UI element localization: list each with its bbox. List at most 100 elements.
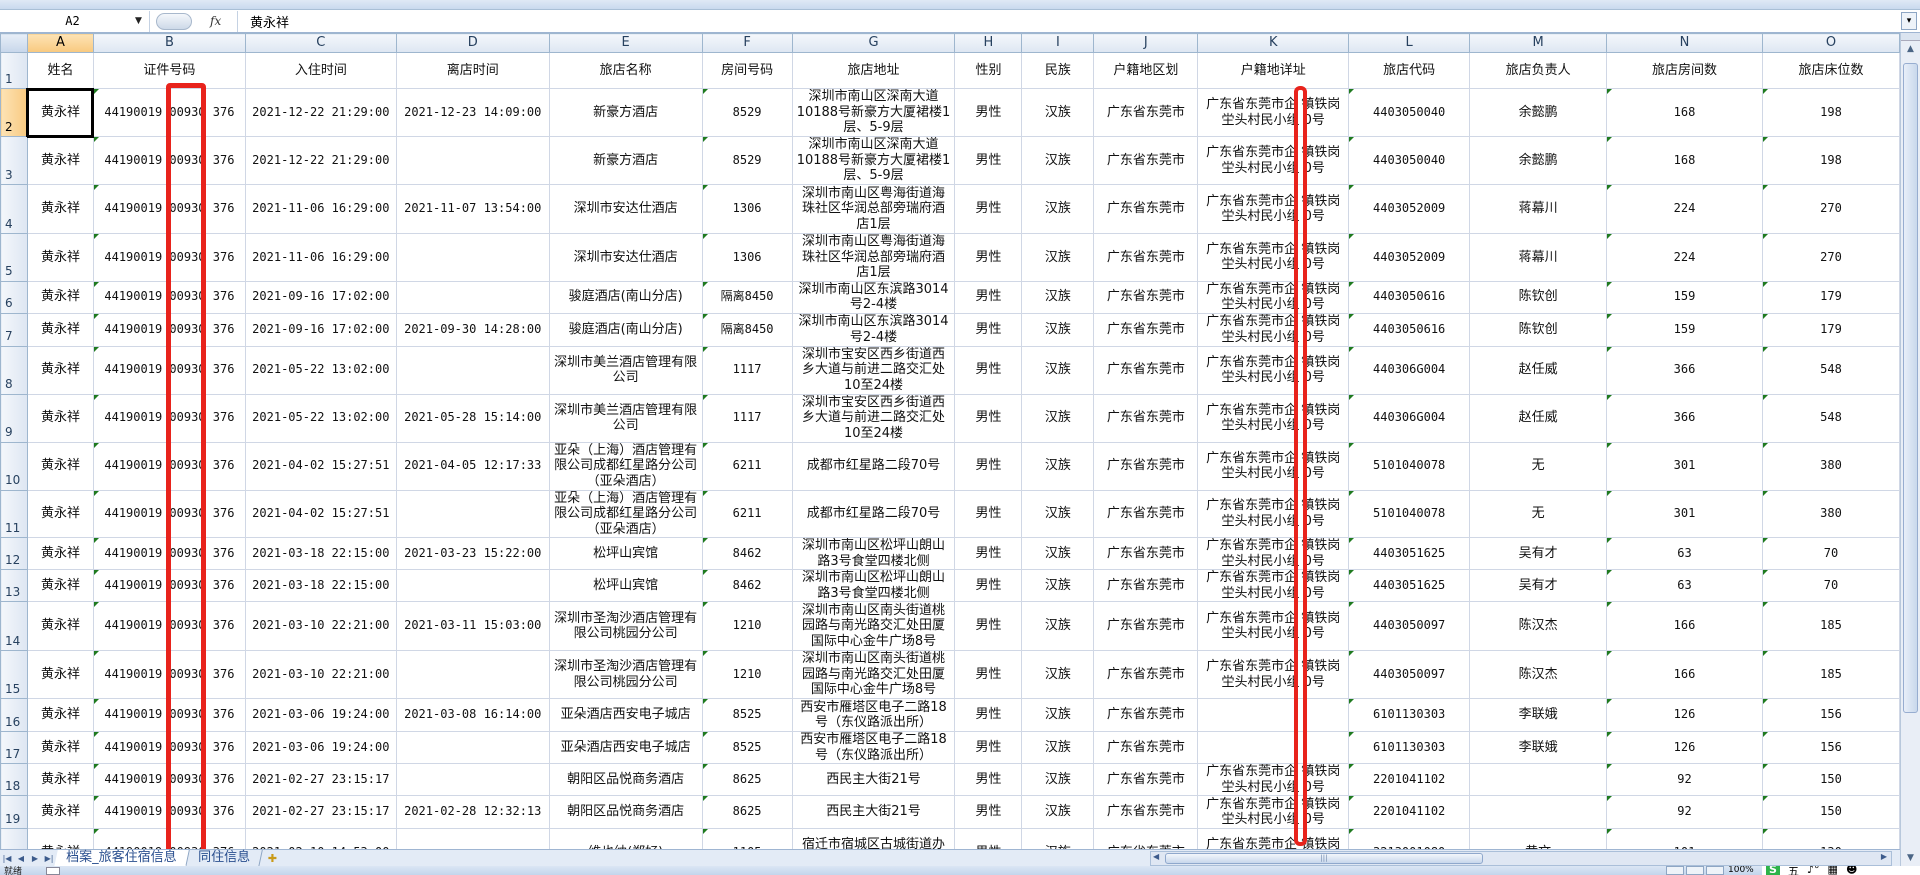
cell-m3[interactable]: 余懿鹏: [1469, 136, 1608, 185]
column-title-c[interactable]: 入住时间: [244, 52, 397, 89]
expand-formula-bar-button[interactable]: ▾: [1901, 12, 1917, 30]
column-header-d[interactable]: D: [395, 33, 550, 53]
cell-j6[interactable]: 广东省东莞市: [1093, 280, 1199, 314]
cell-o15[interactable]: 185: [1761, 650, 1900, 699]
cell-a17[interactable]: 黄永祥: [26, 731, 94, 764]
cell-e7[interactable]: 骏庭酒店(南山分店): [548, 312, 703, 347]
cell-a19[interactable]: 黄永祥: [26, 795, 94, 829]
cell-n17[interactable]: 126: [1606, 731, 1763, 764]
cell-o16[interactable]: 156: [1761, 698, 1900, 732]
cell-m19[interactable]: [1469, 795, 1608, 829]
cell-i9[interactable]: 汉族: [1021, 393, 1095, 443]
cell-e10[interactable]: 亚朵（上海）酒店管理有限公司成都红星路分公司（亚朵酒店）: [548, 441, 703, 491]
cell-o20[interactable]: 130: [1761, 828, 1900, 849]
cell-d2[interactable]: 2021-12-23 14:09:00: [395, 88, 550, 137]
cell-k3[interactable]: 广东省东莞市企 镇铁岗坣头村民小组 0号: [1197, 136, 1350, 185]
cell-l8[interactable]: 440306G004: [1348, 345, 1471, 395]
horizontal-scroll-thumb[interactable]: |||: [1165, 853, 1483, 864]
cell-m4[interactable]: 蒋幕川: [1469, 184, 1608, 234]
page-layout-view-icon[interactable]: [1686, 866, 1704, 875]
cell-f6[interactable]: 隔离8450: [701, 280, 793, 314]
cell-f20[interactable]: 1105: [701, 828, 793, 849]
cell-n18[interactable]: 92: [1606, 763, 1763, 796]
cell-c4[interactable]: 2021-11-06 16:29:00: [244, 184, 397, 234]
sogou-ime-icon[interactable]: S: [1766, 866, 1780, 875]
cell-k14[interactable]: 广东省东莞市企 镇铁岗坣头村民小组 0号: [1197, 601, 1350, 651]
column-header-o[interactable]: O: [1761, 33, 1900, 53]
vertical-scroll-thumb[interactable]: [1903, 63, 1918, 713]
cell-m15[interactable]: 陈汉杰: [1469, 650, 1608, 699]
cell-f13[interactable]: 8462: [701, 569, 793, 602]
cell-a8[interactable]: 黄永祥: [26, 345, 94, 395]
column-title-h[interactable]: 性别: [954, 52, 1023, 89]
cell-l9[interactable]: 440306G004: [1348, 393, 1471, 443]
cell-h17[interactable]: 男性: [954, 731, 1023, 764]
row-header-14[interactable]: 14: [0, 601, 28, 651]
cell-g6[interactable]: 深圳市南山区东滨路3014号2-4楼: [791, 280, 956, 314]
cell-o13[interactable]: 70: [1761, 569, 1900, 602]
cell-a12[interactable]: 黄永祥: [26, 537, 94, 570]
cell-o9[interactable]: 548: [1761, 393, 1900, 443]
cell-a9[interactable]: 黄永祥: [26, 393, 94, 443]
column-header-e[interactable]: E: [548, 33, 703, 53]
cell-f14[interactable]: 1210: [701, 601, 793, 651]
column-header-h[interactable]: H: [954, 33, 1023, 53]
cell-b15[interactable]: 44190019 00930 376: [92, 650, 246, 699]
cell-e6[interactable]: 骏庭酒店(南山分店): [548, 280, 703, 314]
cell-f12[interactable]: 8462: [701, 537, 793, 570]
cell-m14[interactable]: 陈汉杰: [1469, 601, 1608, 651]
cell-g20[interactable]: 宿迁市宿城区古城街道办公大楼（地上北一层…: [791, 828, 956, 849]
cell-e3[interactable]: 新豪方酒店: [548, 136, 703, 185]
cell-k18[interactable]: 广东省东莞市企 镇铁岗坣头村民小组 0号: [1197, 763, 1350, 796]
cell-d5[interactable]: [395, 233, 550, 282]
row-header-3[interactable]: 3: [0, 136, 28, 185]
cell-f5[interactable]: 1306: [701, 233, 793, 282]
cell-n15[interactable]: 166: [1606, 650, 1763, 699]
column-title-b[interactable]: 证件号码: [92, 52, 246, 89]
cell-l7[interactable]: 4403050616: [1348, 312, 1471, 347]
cell-m12[interactable]: 吴有才: [1469, 537, 1608, 570]
cell-l12[interactable]: 4403051625: [1348, 537, 1471, 570]
cell-j15[interactable]: 广东省东莞市: [1093, 650, 1199, 699]
row-header-6[interactable]: 6: [0, 280, 28, 314]
cell-c16[interactable]: 2021-03-06 19:24:00: [244, 698, 397, 732]
cell-j17[interactable]: 广东省东莞市: [1093, 731, 1199, 764]
cell-o4[interactable]: 270: [1761, 184, 1900, 234]
row-header-16[interactable]: 16: [0, 698, 28, 732]
cell-k13[interactable]: 广东省东莞市企 镇铁岗坣头村民小组 0号: [1197, 569, 1350, 602]
cell-h3[interactable]: 男性: [954, 136, 1023, 185]
cell-f18[interactable]: 8625: [701, 763, 793, 796]
cell-j18[interactable]: 广东省东莞市: [1093, 763, 1199, 796]
scroll-right-icon[interactable]: ▶: [1880, 852, 1887, 861]
cell-i13[interactable]: 汉族: [1021, 569, 1095, 602]
cell-l14[interactable]: 4403050097: [1348, 601, 1471, 651]
cell-f11[interactable]: 6211: [701, 489, 793, 538]
cell-b19[interactable]: 44190019 00930 376: [92, 795, 246, 829]
cell-f16[interactable]: 8525: [701, 698, 793, 732]
cell-j4[interactable]: 广东省东莞市: [1093, 184, 1199, 234]
column-header-b[interactable]: B: [92, 33, 246, 53]
cell-i7[interactable]: 汉族: [1021, 312, 1095, 347]
chevron-down-icon[interactable]: ▼: [135, 16, 142, 26]
cell-h2[interactable]: 男性: [954, 88, 1023, 137]
cell-b6[interactable]: 44190019 00930 376: [92, 280, 246, 314]
column-header-l[interactable]: L: [1348, 33, 1471, 53]
cell-m6[interactable]: 陈钦创: [1469, 280, 1608, 314]
column-header-f[interactable]: F: [701, 33, 793, 53]
cell-k16[interactable]: [1197, 698, 1350, 732]
cell-a18[interactable]: 黄永祥: [26, 763, 94, 796]
ime-mode[interactable]: 五: [1788, 866, 1799, 875]
cell-i11[interactable]: 汉族: [1021, 489, 1095, 538]
cell-a6[interactable]: 黄永祥: [26, 280, 94, 314]
cell-j9[interactable]: 广东省东莞市: [1093, 393, 1199, 443]
row-header-7[interactable]: 7: [0, 312, 28, 347]
cell-e14[interactable]: 深圳市圣淘沙酒店管理有限公司桃园分公司: [548, 601, 703, 651]
cell-k19[interactable]: 广东省东莞市企 镇铁岗坣头村民小组 0号: [1197, 795, 1350, 829]
name-box[interactable]: A2 ▼: [0, 10, 150, 32]
cell-h4[interactable]: 男性: [954, 184, 1023, 234]
cell-g10[interactable]: 成都市红星路二段70号: [791, 441, 956, 491]
cell-c19[interactable]: 2021-02-27 23:15:17: [244, 795, 397, 829]
cell-c20[interactable]: 2021-02-10 14:53:00: [244, 828, 397, 849]
cell-h10[interactable]: 男性: [954, 441, 1023, 491]
cell-k4[interactable]: 广东省东莞市企 镇铁岗坣头村民小组 0号: [1197, 184, 1350, 234]
